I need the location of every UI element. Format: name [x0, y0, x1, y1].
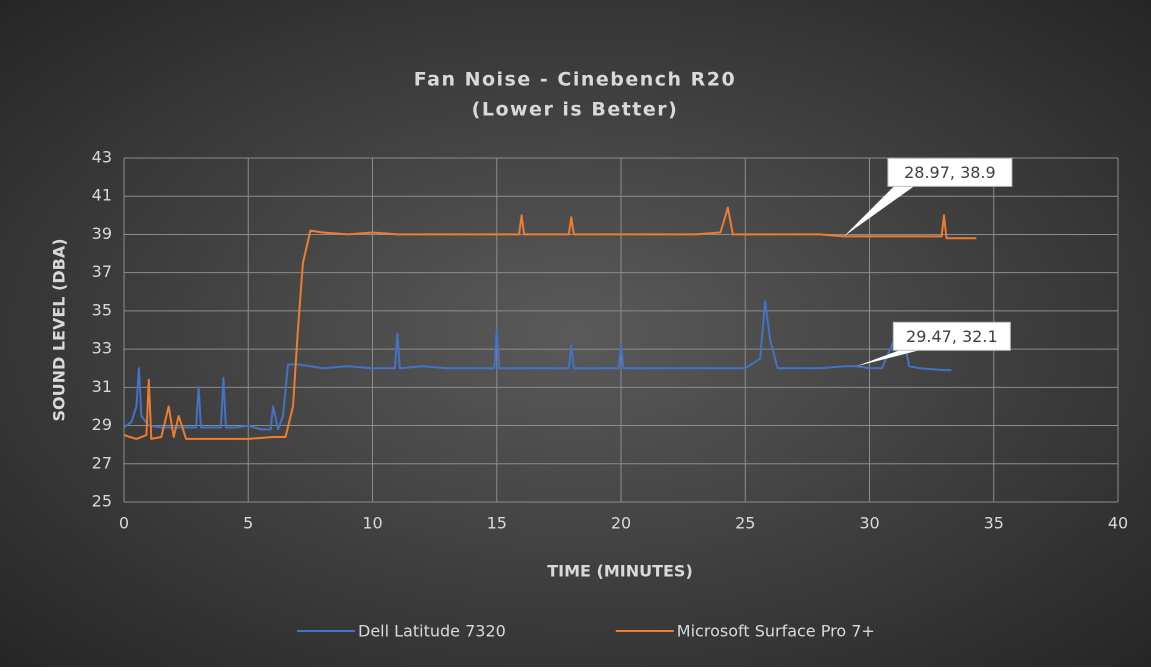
x-tick-label: 30 — [859, 514, 879, 533]
x-tick-label: 35 — [984, 514, 1004, 533]
x-tick-label: 15 — [487, 514, 507, 533]
callout-label: 28.97, 38.9 — [904, 163, 996, 182]
legend-label: Microsoft Surface Pro 7+ — [677, 622, 875, 641]
callout-pointer — [843, 186, 914, 237]
callout-pointer — [856, 350, 920, 367]
y-tick-label: 39 — [92, 224, 112, 243]
y-tick-label: 29 — [92, 415, 112, 434]
y-tick-label: 27 — [92, 453, 112, 472]
x-axis-title: TIME (MINUTES) — [547, 562, 693, 581]
y-tick-label: 43 — [92, 148, 112, 167]
legend-label: Dell Latitude 7320 — [358, 622, 506, 641]
x-tick-label: 25 — [735, 514, 755, 533]
y-tick-label: 31 — [92, 377, 112, 396]
x-tick-label: 10 — [362, 514, 382, 533]
y-tick-label: 25 — [92, 492, 112, 511]
x-tick-label: 0 — [119, 514, 129, 533]
callout-box — [887, 157, 1013, 187]
y-axis-title: SOUND LEVEL (DBA) — [50, 238, 69, 421]
callout-box — [892, 321, 1011, 351]
y-tick-label: 41 — [92, 186, 112, 205]
series-line — [123, 206, 977, 440]
y-tick-label: 37 — [92, 262, 112, 281]
callout-label: 29.47, 32.1 — [906, 327, 998, 346]
chart-title: Fan Noise - Cinebench R20 — [414, 69, 736, 91]
y-tick-label: 33 — [92, 339, 112, 358]
x-tick-label: 20 — [611, 514, 631, 533]
x-tick-label: 40 — [1108, 514, 1128, 533]
y-tick-label: 35 — [92, 300, 112, 319]
series-line — [123, 300, 952, 431]
chart-subtitle: (Lower is Better) — [472, 99, 679, 121]
x-tick-label: 5 — [243, 514, 253, 533]
